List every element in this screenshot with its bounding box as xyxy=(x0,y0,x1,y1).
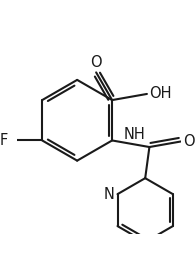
Text: F: F xyxy=(0,133,8,148)
Text: NH: NH xyxy=(124,127,146,142)
Text: O: O xyxy=(90,55,102,70)
Text: OH: OH xyxy=(149,86,172,101)
Text: O: O xyxy=(183,134,195,149)
Text: N: N xyxy=(104,187,115,202)
